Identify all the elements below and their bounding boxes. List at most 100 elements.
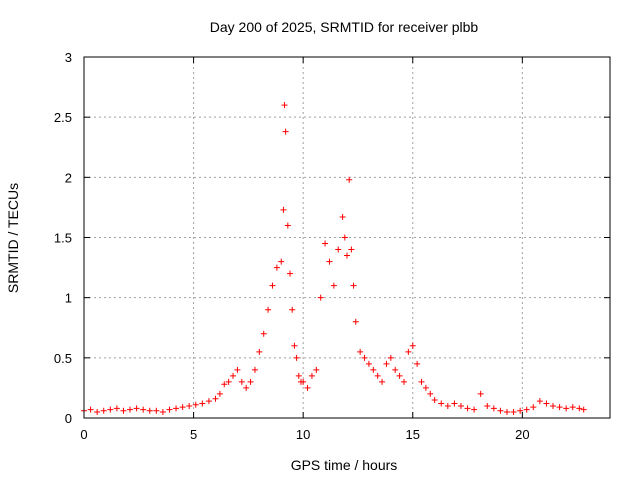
data-point — [238, 378, 245, 385]
data-point — [166, 406, 173, 413]
data-point — [282, 128, 289, 135]
data-point — [457, 402, 464, 409]
data-point — [94, 408, 101, 415]
data-point — [265, 306, 272, 313]
data-point — [120, 407, 127, 414]
data-point — [370, 366, 377, 373]
data-point — [293, 354, 300, 361]
data-point — [278, 258, 285, 265]
data-point — [383, 360, 390, 367]
data-point — [216, 390, 223, 397]
y-tick-label: 0 — [65, 411, 72, 426]
data-point — [484, 402, 491, 409]
data-point — [451, 400, 458, 407]
data-point — [273, 264, 280, 271]
data-point — [192, 401, 199, 408]
x-tick-label: 20 — [515, 427, 529, 442]
data-point — [400, 378, 407, 385]
data-point — [284, 222, 291, 229]
axis-ticks: 0 5 10 15 20 0 0.5 1 1.5 2 2.5 3 — [54, 50, 610, 442]
data-point — [225, 378, 232, 385]
data-point — [418, 378, 425, 385]
data-point — [550, 402, 557, 409]
data-point — [146, 407, 153, 414]
data-point — [464, 405, 471, 412]
data-point — [536, 398, 543, 405]
y-tick-label: 2.5 — [54, 110, 72, 125]
data-point — [471, 406, 478, 413]
data-point — [291, 342, 298, 349]
data-point — [339, 214, 346, 221]
x-tick-label: 5 — [190, 427, 197, 442]
data-point — [153, 407, 160, 414]
data-point — [304, 384, 311, 391]
data-point — [497, 407, 504, 414]
data-point — [205, 398, 212, 405]
data-point — [346, 176, 353, 183]
data-point — [580, 406, 587, 413]
data-point — [431, 396, 438, 403]
data-point — [517, 407, 524, 414]
data-point — [438, 400, 445, 407]
data-point — [179, 404, 186, 411]
data-point — [569, 404, 576, 411]
data-point — [247, 378, 254, 385]
data-point — [317, 294, 324, 301]
data-point — [344, 252, 350, 259]
data-point — [326, 258, 333, 265]
data-point — [269, 282, 276, 289]
data-point — [322, 240, 329, 247]
data-point — [186, 402, 193, 409]
x-tick-label: 15 — [406, 427, 420, 442]
data-point — [243, 384, 250, 391]
data-point — [87, 406, 94, 413]
data-point — [361, 354, 368, 361]
y-tick-label: 1 — [65, 291, 72, 306]
y-axis-label: SRMTID / TECUs — [5, 183, 21, 293]
data-point — [289, 306, 296, 313]
data-point — [563, 405, 570, 412]
data-point — [173, 405, 180, 412]
data-point — [414, 360, 421, 367]
data-point — [313, 366, 320, 373]
data-points — [81, 102, 587, 415]
data-point — [199, 400, 206, 407]
data-point — [427, 390, 434, 397]
data-point — [300, 378, 307, 385]
data-point — [387, 354, 394, 361]
data-point — [159, 408, 166, 415]
x-tick-label: 10 — [296, 427, 310, 442]
data-point — [490, 405, 497, 412]
data-point — [335, 246, 342, 253]
data-point — [140, 406, 147, 413]
data-point — [256, 348, 263, 355]
data-point — [379, 378, 386, 385]
data-point — [405, 348, 412, 355]
data-point — [212, 395, 219, 402]
data-point — [341, 234, 348, 241]
data-point — [365, 360, 372, 367]
data-point — [281, 102, 288, 109]
y-tick-label: 3 — [65, 50, 72, 65]
data-point — [230, 372, 237, 379]
data-point — [295, 372, 302, 379]
data-point — [374, 372, 381, 379]
data-point — [260, 330, 267, 337]
data-point — [357, 348, 364, 355]
data-point — [133, 405, 140, 412]
chart-title: Day 200 of 2025, SRMTID for receiver plb… — [210, 19, 479, 35]
y-tick-label: 2 — [65, 170, 72, 185]
data-point — [100, 407, 107, 414]
data-point — [350, 282, 357, 289]
y-tick-label: 1.5 — [54, 231, 72, 246]
data-point — [348, 246, 355, 253]
data-point — [444, 402, 451, 409]
data-point — [576, 405, 583, 412]
data-point — [556, 404, 563, 411]
x-tick-label: 0 — [80, 427, 87, 442]
data-point — [127, 406, 134, 413]
data-point — [107, 406, 114, 413]
data-point — [422, 384, 429, 391]
data-point — [330, 282, 337, 289]
x-axis-label: GPS time / hours — [291, 457, 398, 473]
